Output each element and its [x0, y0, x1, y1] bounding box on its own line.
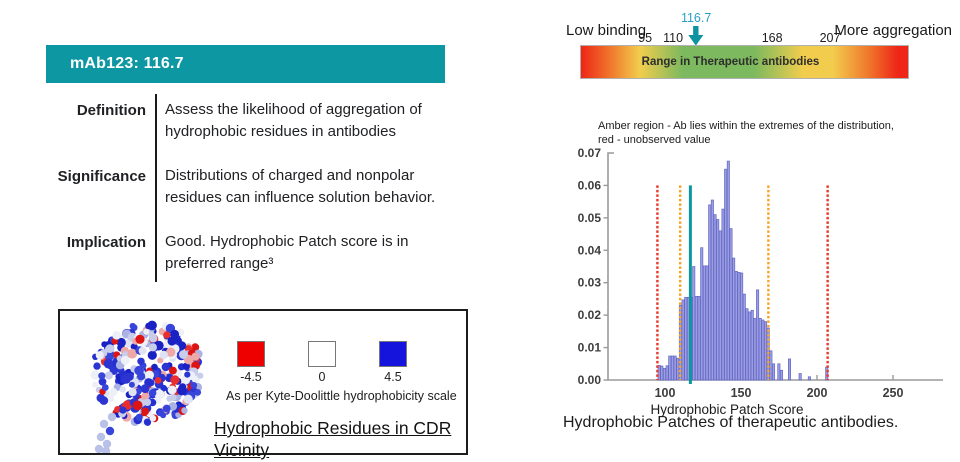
- score-marker-value: 116.7: [680, 11, 712, 25]
- scale-tick-value: 168: [761, 31, 783, 45]
- protein-structure-icon: [90, 320, 204, 453]
- legend-value: -4.5: [240, 370, 262, 384]
- row-label: Significance: [57, 168, 146, 185]
- legend-value: 4.5: [384, 370, 402, 384]
- table-row: Significance Distributions of charged an…: [46, 166, 456, 209]
- scale-high-label: More aggregation: [834, 22, 952, 39]
- row-text: Distributions of charged and nonpolar re…: [165, 167, 436, 206]
- legend-swatch: [308, 341, 336, 367]
- svg-text:0.01: 0.01: [578, 341, 602, 355]
- svg-text:0.05: 0.05: [578, 211, 602, 225]
- svg-text:0.04: 0.04: [578, 243, 602, 257]
- legend-swatch: [379, 341, 407, 367]
- scale-low-label: Low binding: [566, 22, 647, 39]
- row-text: Assess the likelihood of aggregation of …: [165, 101, 422, 140]
- svg-text:0.02: 0.02: [578, 308, 602, 322]
- hydrophobicity-legend: -4.5 0 4.5 As per Kyte-Doolittle hydrophob…: [226, 341, 460, 403]
- svg-text:Amber region - Ab lies within: Amber region - Ab lies within the extrem…: [598, 120, 894, 132]
- svg-text:250: 250: [883, 386, 904, 400]
- score-header-bar: mAb123: 116.7: [46, 45, 445, 83]
- figure-heading-link[interactable]: Hydrophobic Residues in CDR Vicinity: [214, 418, 452, 460]
- row-label: Implication: [66, 234, 146, 251]
- svg-text:0.03: 0.03: [578, 276, 602, 290]
- table-row: Definition Assess the likelihood of aggr…: [46, 100, 456, 143]
- legend-item: 4.5: [379, 341, 407, 384]
- svg-text:0.00: 0.00: [578, 373, 602, 387]
- cdr-figure-box: -4.5 0 4.5 As per Kyte-Doolittle hydrophob…: [58, 309, 468, 460]
- row-text: Good. Hydrophobic Patch score is in pref…: [165, 233, 409, 272]
- legend-item: 0: [308, 341, 336, 384]
- table-divider: [155, 94, 157, 282]
- info-table: Definition Assess the likelihood of aggr…: [46, 94, 456, 286]
- svg-text:red - unobserved value: red - unobserved value: [598, 134, 711, 146]
- legend-caption: As per Kyte-Doolittle hydrophobicity sca…: [226, 389, 457, 403]
- legend-swatch: [237, 341, 265, 367]
- svg-text:150: 150: [731, 386, 752, 400]
- gradient-bar-label: Range in Therapeutic antibodies: [641, 56, 820, 68]
- svg-text:200: 200: [807, 386, 828, 400]
- aggregation-scale: Low binding More aggregation 116.7 95 110…: [555, 8, 955, 88]
- svg-text:0.06: 0.06: [578, 178, 602, 192]
- hydrophobic-patch-histogram: Amber region - Ab lies within the extrem…: [578, 120, 943, 417]
- score-marker: 116.7: [681, 11, 711, 46]
- row-label: Definition: [76, 102, 146, 119]
- scale-tick-value: 207: [819, 31, 841, 45]
- gradient-bar: Range in Therapeutic antibodies: [580, 45, 909, 79]
- svg-text:100: 100: [655, 386, 676, 400]
- histogram-caption: Hydrophobic Patches of therapeutic antib…: [563, 414, 899, 431]
- score-header-title: mAb123: 116.7: [70, 55, 184, 72]
- legend-value: 0: [318, 370, 326, 384]
- svg-text:0.07: 0.07: [578, 146, 602, 160]
- scale-tick-value: 95: [638, 31, 653, 45]
- table-row: Implication Good. Hydrophobic Patch scor…: [46, 232, 456, 275]
- svg-text:Hydrophobic Patch Score: Hydrophobic Patch Score: [650, 402, 803, 417]
- scale-tick-value: 110: [663, 31, 684, 45]
- legend-item: -4.5: [237, 341, 265, 384]
- down-arrow-icon: [688, 26, 704, 46]
